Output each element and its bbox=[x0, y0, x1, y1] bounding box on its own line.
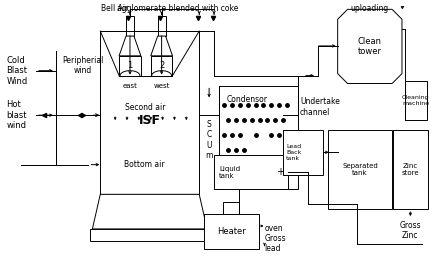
Bar bbox=[126, 16, 134, 36]
Text: Cold
Blast
Wind: Cold Blast Wind bbox=[6, 56, 28, 86]
Text: S
C
U
m: S C U m bbox=[205, 120, 213, 160]
Text: Peripherial
wind: Peripherial wind bbox=[62, 56, 103, 75]
Text: Liquid
tank: Liquid tank bbox=[219, 166, 240, 178]
Text: Bell Air: Bell Air bbox=[101, 4, 129, 13]
Bar bbox=[393, 130, 428, 209]
Text: uploading: uploading bbox=[351, 4, 389, 13]
Text: east: east bbox=[123, 83, 137, 89]
Text: Bottom air: Bottom air bbox=[125, 160, 165, 169]
Text: +: + bbox=[276, 167, 284, 177]
Bar bbox=[219, 85, 298, 189]
Text: 1: 1 bbox=[127, 61, 132, 70]
Text: oven: oven bbox=[265, 224, 283, 233]
Text: Condensor: Condensor bbox=[227, 95, 268, 104]
Text: Hot
blast
wind: Hot blast wind bbox=[6, 100, 27, 130]
Bar bbox=[158, 16, 165, 36]
Bar bbox=[328, 130, 392, 209]
Bar bbox=[90, 229, 209, 241]
Bar bbox=[223, 202, 239, 214]
Bar bbox=[283, 130, 323, 174]
Polygon shape bbox=[119, 36, 141, 56]
Polygon shape bbox=[92, 194, 207, 229]
Text: west: west bbox=[153, 83, 170, 89]
Text: agglomerate blended with coke: agglomerate blended with coke bbox=[117, 4, 238, 13]
Text: ISF: ISF bbox=[139, 114, 161, 127]
Bar bbox=[100, 31, 199, 194]
Text: Separated
tank: Separated tank bbox=[342, 163, 378, 176]
Text: Clean
tower: Clean tower bbox=[358, 37, 382, 56]
Text: Cleaning
machine: Cleaning machine bbox=[402, 95, 430, 106]
Text: 2: 2 bbox=[159, 61, 164, 70]
Text: Zinc
store: Zinc store bbox=[401, 163, 419, 176]
Bar bbox=[119, 56, 141, 76]
Text: Second air: Second air bbox=[125, 103, 165, 112]
Text: Lead
Back
tank: Lead Back tank bbox=[286, 144, 302, 161]
Bar bbox=[405, 80, 427, 120]
Text: Undertake
channel: Undertake channel bbox=[300, 97, 340, 117]
Polygon shape bbox=[338, 9, 402, 84]
Polygon shape bbox=[151, 36, 172, 56]
Text: Gross
Zinc: Gross Zinc bbox=[400, 221, 421, 241]
Bar bbox=[214, 155, 288, 189]
Bar bbox=[151, 56, 172, 76]
Text: Heater: Heater bbox=[217, 227, 246, 236]
Text: Gross
lead: Gross lead bbox=[265, 234, 286, 253]
Bar bbox=[204, 214, 259, 249]
